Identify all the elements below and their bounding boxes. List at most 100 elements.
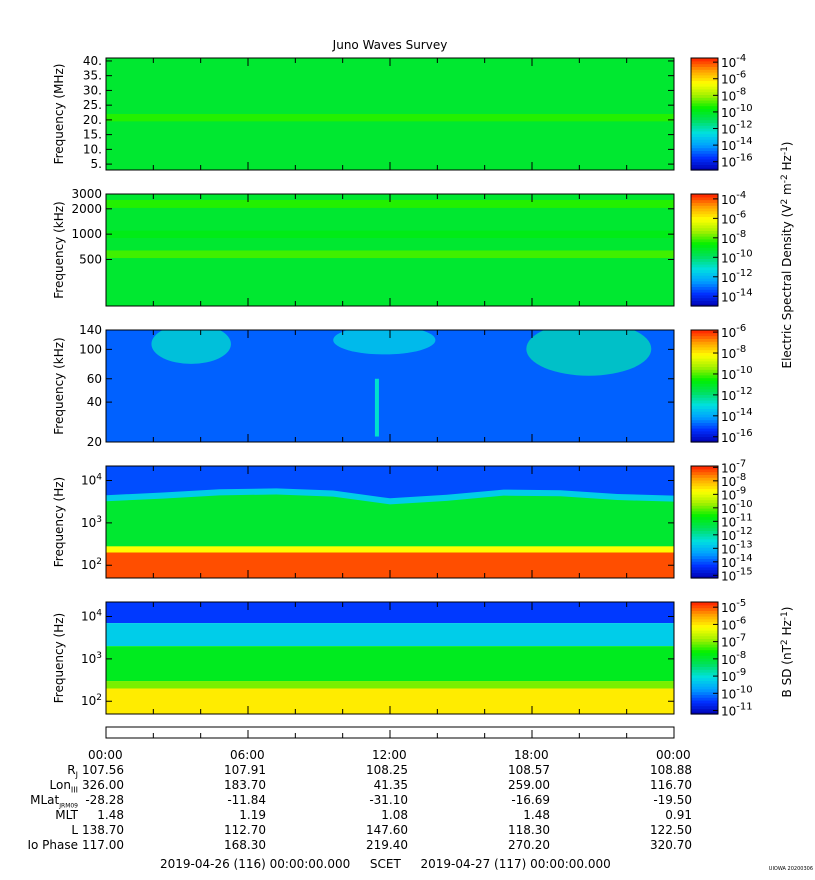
- colorbar-cell: [691, 241, 718, 245]
- ephemeris-value: 41.35: [373, 778, 408, 792]
- colorbar-frame: [690, 57, 719, 171]
- lfrh-feature-patch-3: [526, 330, 652, 376]
- colorbar-cell: [691, 700, 718, 704]
- chart-title: Juno Waves Survey: [332, 38, 448, 52]
- ephemeris-value: 108.25: [366, 763, 408, 777]
- colorbar-cell: [691, 638, 718, 642]
- colorbar-cell: [691, 558, 718, 562]
- ephemeris-value: 259.00: [508, 778, 550, 792]
- colorbar-cell: [691, 247, 718, 251]
- ephemeris-value: 1.48: [97, 808, 124, 822]
- colorbar-cell: [691, 697, 718, 701]
- y-tick-label: 500: [79, 252, 102, 266]
- colorbar-cell: [691, 683, 718, 687]
- ephemeris-value: 147.60: [366, 823, 408, 837]
- colorbar-cell: [691, 369, 718, 373]
- colorbar-cell: [691, 538, 718, 543]
- colorbar-cell: [691, 97, 718, 101]
- colorbar-cell: [691, 555, 718, 559]
- colorbar-cell: [691, 550, 718, 554]
- spectrogram-hfr: [106, 194, 674, 306]
- y-tick-label: 40: [87, 395, 102, 409]
- colorbar-cell: [691, 255, 718, 259]
- ephemeris-label: LonIII: [49, 778, 79, 795]
- ephemeris-value: 326.00: [82, 778, 124, 792]
- colorbar-cell: [691, 355, 718, 359]
- time-tick-label: 18:00: [514, 748, 549, 762]
- ephemeris-label: MLT: [55, 808, 78, 822]
- y-tick-label: 2000: [71, 202, 102, 216]
- colorbar-cell: [691, 244, 718, 248]
- colorbar-cell: [691, 133, 718, 137]
- colorbar-cell: [691, 618, 718, 623]
- colorbar-frame: [690, 465, 719, 579]
- time-tick-label: 06:00: [230, 748, 265, 762]
- colorbar-cell: [691, 411, 718, 415]
- colorbar-cell: [691, 383, 718, 387]
- ephemeris-value: 270.20: [508, 838, 550, 852]
- colorbar-cell: [691, 569, 718, 573]
- colorbar-cell: [691, 158, 718, 163]
- ephemeris-value: 1.19: [239, 808, 266, 822]
- colorbar-tick-label: 10-16: [721, 428, 753, 445]
- colorbar-cell: [691, 58, 718, 62]
- colorbar-cell: [691, 136, 718, 140]
- colorbar-cell: [691, 477, 718, 481]
- colorbar-cell: [691, 394, 718, 398]
- colorbar-cell: [691, 510, 718, 515]
- y-tick-label: 30.: [83, 83, 102, 97]
- colorbar-cell: [691, 374, 718, 379]
- ephemeris-value: 138.70: [82, 823, 124, 837]
- colorbar-cell: [691, 303, 718, 307]
- colorbar-cell: [691, 338, 718, 342]
- lfrh-feature-streak-4: [374, 378, 379, 437]
- colorbar-cell: [691, 380, 718, 384]
- colorbar-cell: [691, 125, 718, 129]
- colorbar-cell: [691, 491, 718, 495]
- ephemeris-value: 112.70: [224, 823, 266, 837]
- spectrogram-lfrl: [106, 466, 674, 578]
- colorbar-cell: [691, 297, 718, 301]
- colorbar-tick-label: 10-16: [721, 153, 753, 170]
- electric-colorbar-label: Electric Spectral Density (V2 m-2 Hz-1): [780, 141, 794, 368]
- colorbar-tick-label: 10-4: [721, 190, 746, 207]
- colorbar-cell: [691, 499, 718, 503]
- colorbar-cell: [691, 505, 718, 509]
- spectrogram-magnetic: [106, 602, 674, 714]
- colorbar-cell: [691, 688, 718, 693]
- colorbar-cell: [691, 616, 718, 620]
- colorbar-cell: [691, 222, 718, 226]
- colorbar-cell: [691, 341, 718, 345]
- colorbar-cell: [691, 632, 718, 637]
- colorbar-cell: [691, 677, 718, 681]
- colorbar-cell: [691, 261, 718, 265]
- colorbar-cell: [691, 544, 718, 548]
- colorbar-cell: [691, 388, 718, 393]
- colorbar-frame: [690, 601, 719, 715]
- colorbar-cell: [691, 153, 718, 157]
- colorbar-cell: [691, 694, 718, 698]
- colorbar-cell: [691, 480, 718, 484]
- y-tick-label: 1000: [71, 227, 102, 241]
- y-tick-label: 102: [81, 557, 102, 572]
- ephemeris-table: 00:00 06:00 12:00 18:00 00:00 RJ 107.56 107.91 1…: [0, 748, 815, 858]
- colorbar-frame: [690, 193, 719, 307]
- colorbar-tick-label: 10-14: [721, 407, 753, 424]
- y-axis-label: Frequency (MHz): [52, 64, 66, 165]
- colorbar-cell: [691, 655, 718, 659]
- ephemeris-value: 108.57: [508, 763, 550, 777]
- colorbar-cell: [691, 711, 718, 715]
- y-tick-label: 10.: [83, 142, 102, 156]
- colorbar-tick-label: 10-10: [721, 248, 753, 265]
- hfr-feature-band-1: [106, 199, 674, 208]
- colorbar-cell: [691, 502, 718, 506]
- magnetic-colorbar-label: B SD (nT2 Hz-1): [780, 607, 794, 698]
- colorbar-cell: [691, 419, 718, 423]
- colorbar-cell: [691, 516, 718, 520]
- colorbar-cell: [691, 496, 718, 501]
- lfrh-feature-patch-2: [333, 330, 436, 355]
- y-tick-label: 5.: [91, 157, 102, 171]
- colorbar-tick-label: 10-7: [721, 633, 746, 650]
- colorbar-cell: [691, 439, 718, 443]
- colorbar-cell: [691, 635, 718, 639]
